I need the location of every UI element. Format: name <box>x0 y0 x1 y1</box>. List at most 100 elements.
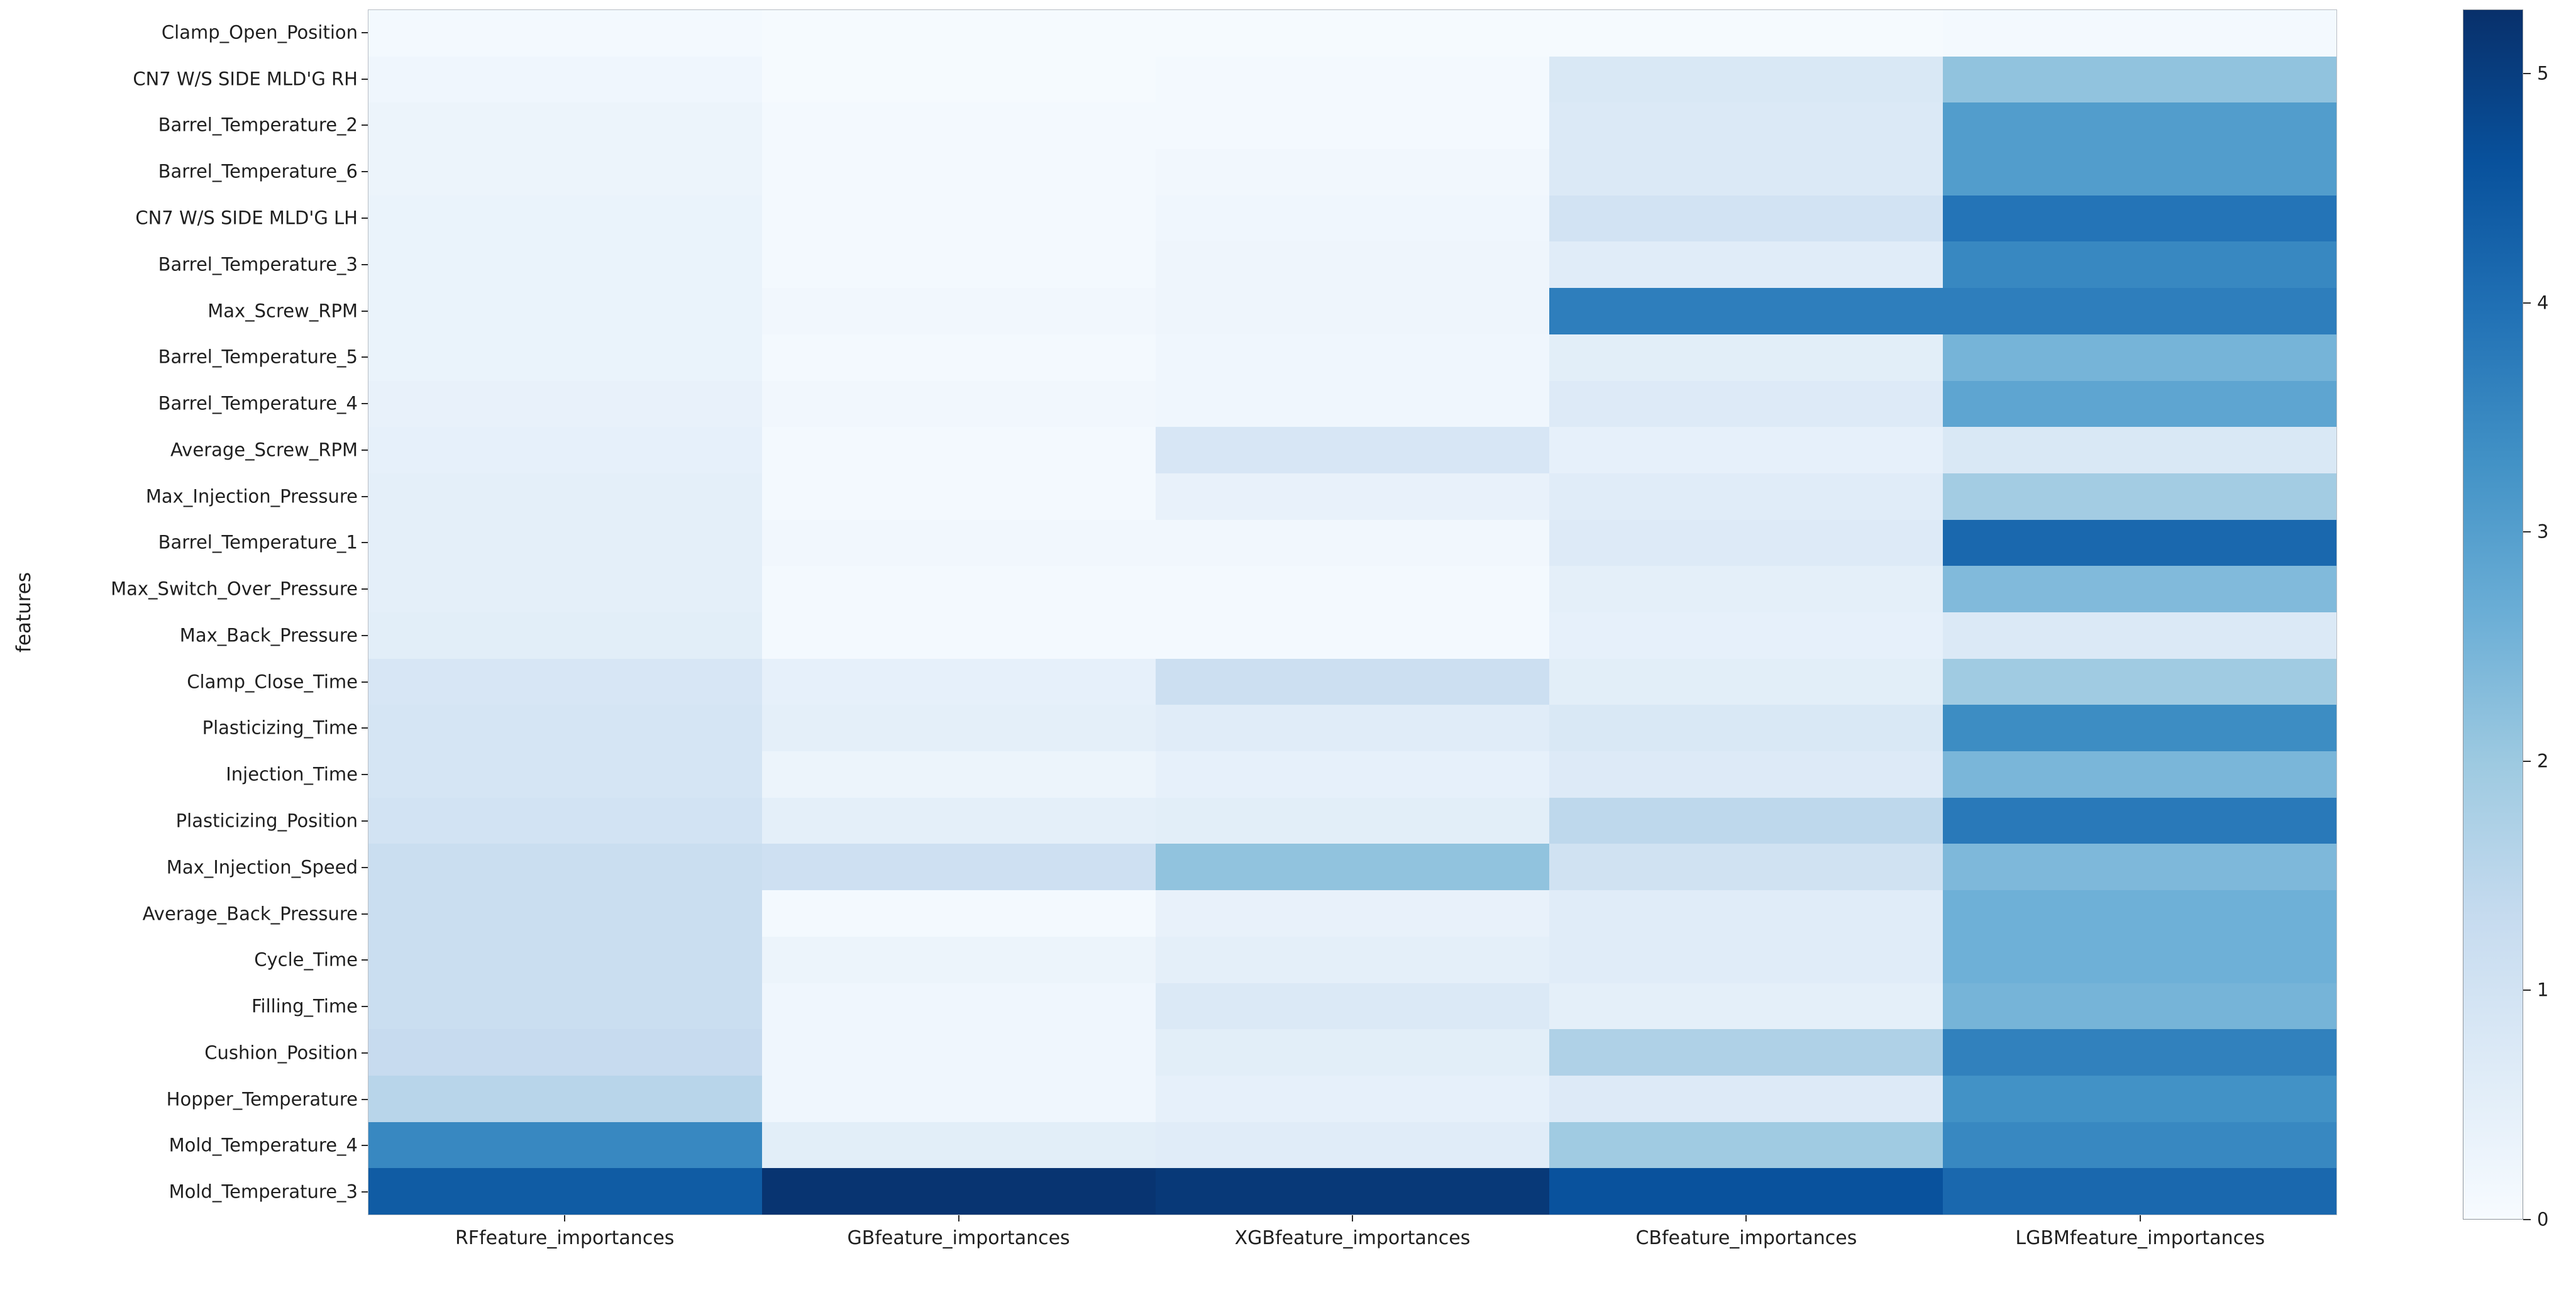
heatmap-cell <box>1156 241 1549 289</box>
heatmap-cell <box>762 1122 1156 1169</box>
y-tick-mark <box>362 124 368 126</box>
y-tick-mark <box>362 634 368 636</box>
heatmap-cell <box>762 844 1156 891</box>
heatmap-cell <box>368 705 762 752</box>
heatmap-cell <box>368 334 762 381</box>
y-tick-mark <box>362 1098 368 1100</box>
y-tick-label: Barrel_Temperature_2 <box>158 114 358 136</box>
heatmap-cell <box>368 1075 762 1122</box>
heatmap-cell <box>1549 658 1943 705</box>
heatmap-cell <box>1549 612 1943 659</box>
heatmap-cell <box>1943 149 2336 196</box>
x-tick-label: CBfeature_importances <box>1635 1227 1857 1249</box>
y-tick-label: Plasticizing_Time <box>202 717 358 739</box>
heatmap-cell <box>1156 890 1549 937</box>
y-tick-mark <box>362 217 368 219</box>
colorbar-tick-mark <box>2523 990 2531 991</box>
colorbar-tick-mark <box>2523 1219 2531 1220</box>
heatmap-cell <box>1943 288 2336 334</box>
heatmap-cell <box>1943 473 2336 520</box>
heatmap-cell <box>1943 195 2336 242</box>
heatmap-cell <box>1156 612 1549 659</box>
heatmap-cell <box>1943 844 2336 891</box>
heatmap-cell <box>1156 705 1549 752</box>
heatmap-cell <box>1156 10 1549 57</box>
heatmap-cell <box>1943 566 2336 612</box>
y-tick-mark <box>362 1145 368 1147</box>
heatmap-cell <box>1943 936 2336 983</box>
heatmap-cell <box>1156 473 1549 520</box>
y-tick-mark <box>362 310 368 312</box>
heatmap-cell <box>1943 751 2336 798</box>
heatmap-cell <box>1943 1168 2336 1215</box>
heatmap-cell <box>762 658 1156 705</box>
heatmap-cell <box>762 1029 1156 1076</box>
heatmap-cell <box>1156 658 1549 705</box>
x-tick-label: RFfeature_importances <box>455 1227 675 1249</box>
heatmap-cell <box>1156 380 1549 427</box>
y-tick-label: Injection_Time <box>226 763 358 785</box>
colorbar <box>2463 9 2523 1220</box>
colorbar-tick-mark <box>2523 760 2531 762</box>
heatmap-cell <box>368 1168 762 1215</box>
y-tick-label: Max_Injection_Speed <box>166 856 358 878</box>
heatmap-cell <box>1156 844 1549 891</box>
heatmap-cell <box>1549 56 1943 103</box>
heatmap-cell <box>368 797 762 844</box>
heatmap-cell <box>1156 1029 1549 1076</box>
heatmap-cell <box>1549 288 1943 334</box>
heatmap-cell <box>1943 241 2336 289</box>
y-axis-label: features <box>13 571 35 653</box>
heatmap-cell <box>1156 288 1549 334</box>
heatmap-cell <box>1549 195 1943 242</box>
y-tick-label: Max_Switch_Over_Pressure <box>111 578 358 600</box>
heatmap-cell <box>368 102 762 150</box>
x-tick-label: XGBfeature_importances <box>1234 1227 1471 1249</box>
heatmap-cell <box>368 1029 762 1076</box>
heatmap-cell <box>368 10 762 57</box>
heatmap-cell <box>1549 890 1943 937</box>
x-tick-label: GBfeature_importances <box>847 1227 1070 1249</box>
heatmap-cell <box>1549 566 1943 612</box>
heatmap-cell <box>1549 797 1943 844</box>
heatmap-cell <box>368 658 762 705</box>
y-tick-label: Mold_Temperature_3 <box>169 1181 358 1203</box>
heatmap-cell <box>762 288 1156 334</box>
heatmap-cell <box>368 519 762 566</box>
heatmap-cell <box>368 427 762 473</box>
y-tick-label: Average_Back_Pressure <box>142 903 358 924</box>
y-tick-mark <box>362 78 368 80</box>
heatmap-cell <box>762 566 1156 612</box>
heatmap-cell <box>1943 658 2336 705</box>
heatmap-cell <box>1549 1168 1943 1215</box>
colorbar-tick-mark <box>2523 531 2531 533</box>
y-tick-mark <box>362 820 368 822</box>
colorbar-tick-label: 4 <box>2537 292 2549 314</box>
heatmap-cell <box>368 612 762 659</box>
heatmap-cell <box>1549 10 1943 57</box>
heatmap-cell <box>762 195 1156 242</box>
heatmap-cell <box>762 936 1156 983</box>
heatmap-cell <box>762 612 1156 659</box>
y-tick-label: Cycle_Time <box>254 949 358 971</box>
heatmap-cell <box>1156 334 1549 381</box>
heatmap-cell <box>1549 380 1943 427</box>
y-tick-mark <box>362 1006 368 1008</box>
heatmap-cell <box>1156 195 1549 242</box>
heatmap-cell <box>1156 797 1549 844</box>
y-tick-mark <box>362 913 368 915</box>
heatmap-cell <box>762 1168 1156 1215</box>
y-tick-label: Cushion_Position <box>204 1042 358 1064</box>
heatmap-cell <box>1549 519 1943 566</box>
heatmap-cell <box>1943 797 2336 844</box>
heatmap-cell <box>762 705 1156 752</box>
heatmap-cell <box>1943 1029 2336 1076</box>
heatmap-cell <box>1943 1122 2336 1169</box>
heatmap-cell <box>762 102 1156 150</box>
heatmap-cell <box>1549 705 1943 752</box>
x-tick-mark <box>1352 1215 1353 1221</box>
y-tick-label: Plasticizing_Position <box>175 810 358 832</box>
heatmap-cell <box>1549 751 1943 798</box>
y-tick-mark <box>362 171 368 173</box>
heatmap-cell <box>1943 56 2336 103</box>
